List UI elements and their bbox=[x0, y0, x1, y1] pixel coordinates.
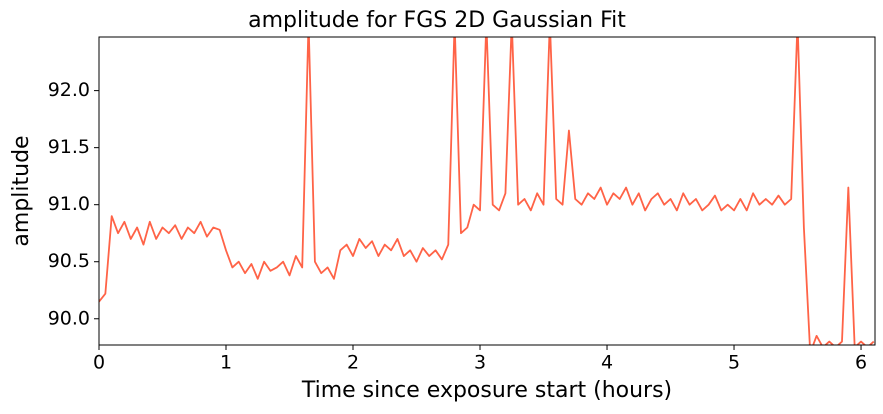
y-tick-label: 91.5 bbox=[48, 136, 90, 158]
x-tick-label: 1 bbox=[220, 352, 232, 374]
chart-title: amplitude for FGS 2D Gaussian Fit bbox=[248, 8, 626, 33]
y-tick-label: 90.5 bbox=[48, 250, 90, 272]
y-tick-label: 92.0 bbox=[48, 79, 90, 101]
y-axis-label: amplitude bbox=[9, 135, 34, 246]
x-tick-label: 3 bbox=[474, 352, 486, 374]
data-line bbox=[99, 37, 875, 345]
plot-frame bbox=[98, 36, 876, 346]
y-tick-label: 90.0 bbox=[48, 307, 90, 329]
y-tick-label: 91.0 bbox=[48, 193, 90, 215]
plot-area bbox=[99, 37, 875, 345]
x-tick-label: 6 bbox=[855, 352, 867, 374]
x-axis-label: Time since exposure start (hours) bbox=[301, 378, 672, 403]
x-tick-label: 0 bbox=[93, 352, 105, 374]
x-tick-label: 2 bbox=[347, 352, 359, 374]
x-tick-label: 5 bbox=[728, 352, 740, 374]
x-tick-label: 4 bbox=[601, 352, 613, 374]
